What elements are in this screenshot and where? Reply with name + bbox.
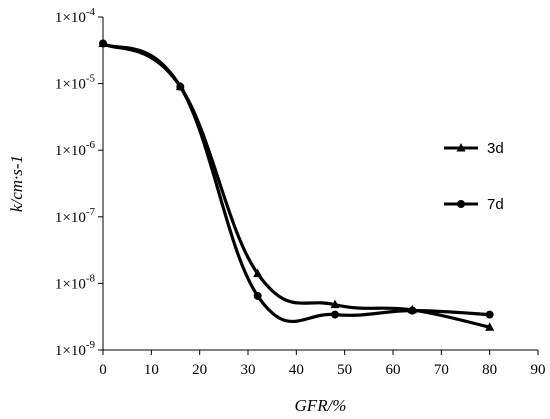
y-axis-ticks: 1×10-4 1×10-5 1×10-6 1×10-7 1×10-8 1×10-9 (55, 6, 103, 359)
x-tick-label: 0 (99, 362, 107, 378)
x-tick-label: 20 (192, 362, 207, 378)
data-point-7d (176, 82, 185, 91)
y-tick-label: 1×10-8 (55, 272, 96, 292)
x-tick-label: 40 (289, 362, 304, 378)
legend: 3d 7d (444, 140, 504, 213)
legend-label-7d: 7d (487, 196, 504, 213)
legend-marker-7d (457, 200, 465, 208)
series-line-7d (102, 42, 490, 324)
data-point-7d (408, 306, 417, 315)
y-tick-label: 1×10-5 (55, 73, 96, 93)
axes (102, 17, 538, 351)
x-tick-label: 80 (482, 362, 497, 378)
x-tick-label: 90 (531, 362, 546, 378)
x-tick-label: 60 (386, 362, 401, 378)
y-tick-label: 1×10-4 (55, 6, 96, 26)
series-line-3d (102, 42, 491, 329)
data-point-7d (253, 291, 262, 300)
data-point-7d (99, 39, 107, 48)
y-tick-label: 1×10-9 (55, 339, 96, 359)
series-lines (98, 38, 495, 331)
x-tick-label: 70 (434, 362, 449, 378)
data-point-3d (485, 322, 495, 331)
legend-marker-3d (456, 143, 466, 152)
data-point-7d (485, 310, 494, 319)
y-tick-label: 1×10-6 (55, 139, 96, 159)
x-axis-ticks: 0 10 20 30 40 50 60 70 80 90 (99, 350, 546, 378)
y-tick-label: 1×10-7 (55, 206, 96, 226)
x-tick-label: 30 (241, 362, 256, 378)
x-tick-label: 50 (337, 362, 352, 378)
y-axis-label: k/cm·s-1 (7, 155, 26, 212)
legend-label-3d: 3d (487, 140, 504, 157)
data-point-7d (331, 310, 339, 319)
data-point-3d (253, 268, 263, 278)
x-axis-label: GFR/% (295, 396, 347, 415)
x-tick-label: 10 (144, 362, 159, 378)
data-point-3d (330, 299, 340, 309)
